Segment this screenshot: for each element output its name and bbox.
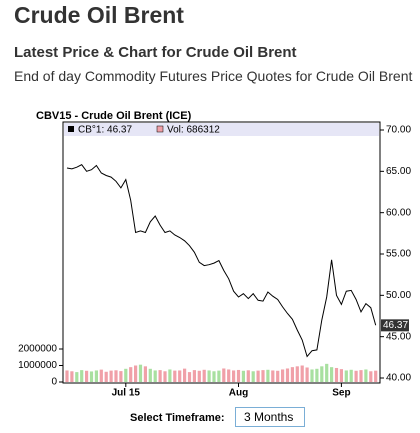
y-tick-label: 65.00 [386, 166, 411, 177]
volume-bar [271, 370, 275, 382]
page-subtitle: Latest Price & Chart for Crude Oil Brent [14, 44, 297, 61]
volume-bar [158, 370, 162, 382]
volume-bar [138, 364, 143, 382]
volume-bar [75, 372, 79, 382]
volume-bar [109, 370, 113, 382]
plot-frame [62, 121, 381, 384]
volume-bar [320, 366, 324, 382]
legend-label: Vol: 686312 [167, 125, 220, 136]
volume-bar [354, 370, 358, 382]
volume-bar [192, 370, 196, 382]
volume-bar [173, 370, 177, 382]
x-tick-label: Sep [332, 388, 350, 399]
volume-bar [119, 371, 123, 382]
volume-bar [227, 369, 231, 382]
volume-bar [295, 366, 299, 382]
volume-bar [251, 371, 255, 382]
volume-bar [232, 370, 236, 382]
volume-bar [310, 369, 314, 382]
y-tick-label: 45.00 [386, 331, 411, 342]
volume-bar [143, 366, 147, 382]
volume-bar [85, 370, 89, 382]
volume-bar [266, 369, 270, 382]
volume-bar [124, 368, 128, 382]
legend-swatch [68, 126, 74, 132]
y-tick-label: 40.00 [386, 373, 411, 384]
volume-bar [202, 369, 206, 382]
y-tick-label: 70.00 [386, 125, 411, 136]
timeframe-label: Select Timeframe: [130, 412, 225, 424]
last-price-box [381, 319, 409, 332]
volume-bar [217, 370, 221, 382]
volume-bar [148, 368, 152, 382]
volume-bar [212, 371, 216, 382]
volume-bar [80, 370, 84, 382]
volume-bar [305, 367, 309, 382]
volume-bar [153, 370, 157, 382]
volume-bar [114, 370, 118, 382]
y-tick-label: 55.00 [386, 249, 411, 260]
volume-bar [65, 370, 69, 382]
volume-bar [339, 369, 343, 382]
timeframe-select[interactable]: 3 Months [235, 407, 305, 427]
volume-bar [300, 365, 304, 382]
volume-bar [285, 368, 290, 382]
volume-bar [70, 371, 74, 382]
last-price-label: 46.37 [383, 320, 408, 331]
volume-bar [315, 368, 319, 382]
volume-bar [222, 368, 226, 382]
volume-bar [89, 371, 94, 382]
volume-bar [364, 369, 368, 382]
legend-label: CB°1: 46.37 [78, 125, 132, 136]
volume-bar [104, 371, 108, 382]
x-tick-label: Jul 15 [112, 388, 141, 399]
volume-bar [330, 367, 334, 382]
volume-bar [134, 365, 138, 382]
y2-tick-label: 1000000 [18, 360, 57, 371]
legend-swatch [156, 125, 164, 133]
volume-bar [99, 369, 103, 382]
volume-bar [325, 363, 329, 382]
y-tick-label: 60.00 [386, 207, 411, 218]
volume-bar [334, 367, 339, 382]
legend-band [64, 123, 379, 136]
volume-bar [359, 370, 363, 382]
y2-tick-label: 0 [51, 377, 57, 388]
chart-title: CBV15 - Crude Oil Brent (ICE) [36, 110, 192, 122]
volume-bar [241, 370, 245, 382]
volume-bar [281, 369, 285, 382]
y2-tick-label: 2000000 [18, 344, 57, 355]
volume-bar [163, 371, 167, 382]
volume-bar [290, 367, 294, 382]
volume-bar [168, 369, 172, 382]
volume-bar [349, 369, 353, 382]
page-title: Crude Oil Brent [14, 2, 184, 28]
volume-bar [94, 370, 98, 382]
volume-bar [197, 370, 201, 382]
volume-bar [369, 371, 373, 382]
volume-bar [261, 370, 265, 382]
volume-bar [236, 369, 241, 382]
volume-bar [276, 370, 280, 382]
volume-bar [187, 372, 192, 382]
volume-bar [207, 370, 211, 382]
price-line [66, 164, 377, 358]
volume-bar [178, 370, 182, 382]
volume-bar [246, 370, 250, 382]
y-tick-label: 50.00 [386, 290, 411, 301]
page-description: End of day Commodity Futures Price Quote… [14, 68, 413, 84]
x-tick-label: Aug [229, 388, 248, 399]
volume-bar [129, 367, 133, 382]
volume-bar [183, 368, 187, 382]
volume-bar [344, 370, 348, 382]
volume-bar [374, 370, 378, 382]
volume-bar [256, 370, 260, 382]
